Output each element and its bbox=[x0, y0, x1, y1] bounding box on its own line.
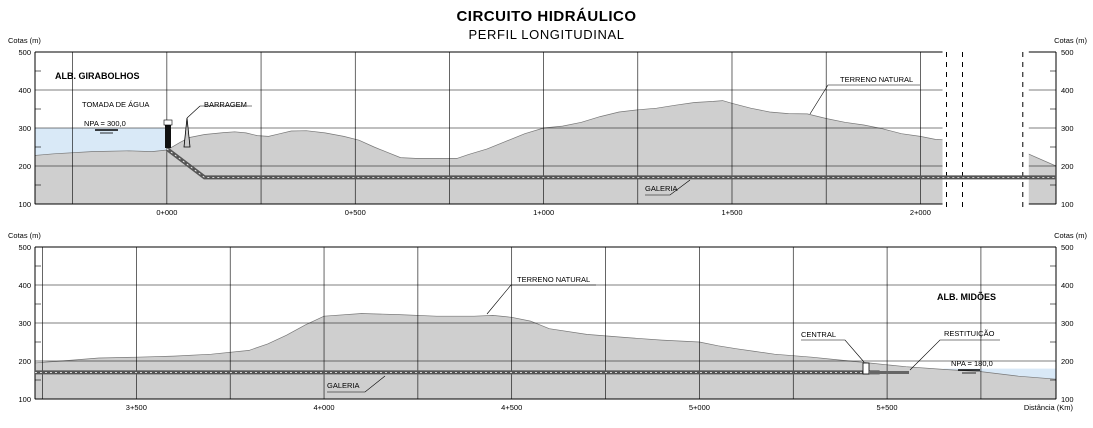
p2-y-tick-label-right: 100 bbox=[1061, 395, 1074, 404]
p1-npa-label: NPA = 300,0 bbox=[84, 119, 126, 128]
p1-y-tick-label-right: 200 bbox=[1061, 162, 1074, 171]
p2-y-tick-label-right: 300 bbox=[1061, 319, 1074, 328]
p1-y-tick-label-left: 200 bbox=[18, 162, 31, 171]
p1-y-tick-label-right: 500 bbox=[1061, 48, 1074, 57]
p1-x-tick-label: 1+500 bbox=[721, 208, 742, 217]
p1-y-tick-label-right: 400 bbox=[1061, 86, 1074, 95]
p2-tunnel-label: GALERIA bbox=[327, 381, 360, 390]
p2-reservoir-label: ALB. MIDÕES bbox=[937, 292, 996, 302]
p2-terrain-area bbox=[34, 313, 1057, 400]
p2-x-tick-label: 5+000 bbox=[689, 403, 710, 412]
p1-y-tick-label-left: 500 bbox=[18, 48, 31, 57]
p1-terrain-label: TERRENO NATURAL bbox=[840, 75, 913, 84]
p1-leader-line bbox=[645, 179, 691, 196]
p2-leader-line bbox=[327, 375, 386, 393]
p2-outlet-label: RESTITUIÇÃO bbox=[944, 329, 995, 338]
p2-x-tick-label: 4+000 bbox=[313, 403, 334, 412]
p1-y-axis-label-right: Cotas (m) bbox=[1054, 36, 1087, 45]
p1-x-tick-label: 2+000 bbox=[910, 208, 931, 217]
p2-y-tick-label-left: 100 bbox=[18, 395, 31, 404]
p2-terrain-label: TERRENO NATURAL bbox=[517, 275, 590, 284]
p2-x-axis-label: Distância (Km) bbox=[1024, 403, 1074, 412]
p1-dam-label: BARRAGEM bbox=[204, 100, 247, 109]
p1-intake-label: TOMADA DE ÁGUA bbox=[82, 100, 149, 109]
p2-y-tick-label-right: 400 bbox=[1061, 281, 1074, 290]
p1-leader-line bbox=[809, 84, 920, 115]
p1-y-tick-label-left: 400 bbox=[18, 86, 31, 95]
p2-y-tick-label-left: 400 bbox=[18, 281, 31, 290]
p1-terrain-area bbox=[34, 100, 1057, 205]
p1-tunnel-label: GALERIA bbox=[645, 184, 678, 193]
p2-tailrace-channel bbox=[869, 371, 909, 374]
p1-y-tick-label-left: 300 bbox=[18, 124, 31, 133]
p1-y-tick-label-right: 300 bbox=[1061, 124, 1074, 133]
p1-x-tick-label: 0+000 bbox=[156, 208, 177, 217]
p1-y-tick-label-left: 100 bbox=[18, 200, 31, 209]
p2-x-tick-label: 5+500 bbox=[877, 403, 898, 412]
chart-title: CIRCUITO HIDRÁULICO bbox=[456, 8, 637, 25]
p2-leader-line bbox=[486, 284, 596, 315]
p2-power-station bbox=[862, 362, 870, 375]
p1-tunnel-dash bbox=[166, 148, 1056, 178]
p1-x-tick-label: 1+000 bbox=[533, 208, 554, 217]
p1-x-tick-label: 0+500 bbox=[345, 208, 366, 217]
p1-leader-line bbox=[186, 105, 201, 119]
p1-intake-tower-top bbox=[163, 119, 173, 126]
p1-y-tick-label-right: 100 bbox=[1061, 200, 1074, 209]
p2-y-axis-label-left: Cotas (m) bbox=[8, 231, 41, 240]
p2-npa-label: NPA = 180,0 bbox=[951, 359, 993, 368]
p2-y-tick-label-right: 500 bbox=[1061, 243, 1074, 252]
p2-y-tick-label-left: 200 bbox=[18, 357, 31, 366]
p2-leader-line bbox=[909, 339, 1000, 371]
p2-y-tick-label-left: 500 bbox=[18, 243, 31, 252]
p1-y-axis-label-left: Cotas (m) bbox=[8, 36, 41, 45]
p2-y-axis-label-right: Cotas (m) bbox=[1054, 231, 1087, 240]
p2-x-tick-label: 3+500 bbox=[126, 403, 147, 412]
p1-reservoir-label: ALB. GIRABOLHOS bbox=[55, 71, 140, 81]
p1-intake-tower bbox=[165, 123, 171, 148]
p2-y-tick-label-right: 200 bbox=[1061, 357, 1074, 366]
p2-y-tick-label-left: 300 bbox=[18, 319, 31, 328]
p2-x-tick-label: 4+500 bbox=[501, 403, 522, 412]
chart-subtitle: PERFIL LONGITUDINAL bbox=[468, 27, 625, 42]
p2-station-label: CENTRAL bbox=[801, 330, 836, 339]
p1-dam-shape bbox=[183, 117, 191, 148]
p2-leader-line bbox=[801, 339, 865, 363]
p1-axis-break-gap bbox=[942, 50, 1029, 206]
